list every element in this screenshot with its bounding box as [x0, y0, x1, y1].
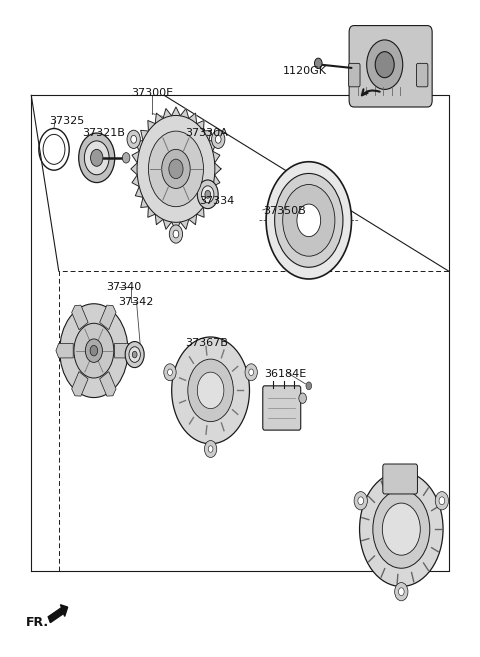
Circle shape — [132, 351, 137, 358]
Circle shape — [204, 441, 217, 457]
Circle shape — [354, 491, 367, 510]
Circle shape — [127, 130, 140, 148]
Circle shape — [60, 304, 128, 397]
Text: 37342: 37342 — [118, 298, 154, 307]
Polygon shape — [115, 344, 132, 358]
Text: 37340: 37340 — [106, 283, 142, 292]
Circle shape — [168, 369, 172, 376]
Polygon shape — [72, 372, 88, 396]
Circle shape — [197, 372, 224, 409]
Circle shape — [131, 135, 136, 143]
Circle shape — [91, 149, 103, 166]
Circle shape — [306, 382, 312, 390]
Text: 37325: 37325 — [49, 116, 84, 126]
Circle shape — [202, 186, 214, 203]
Text: 1120GK: 1120GK — [283, 66, 327, 76]
Circle shape — [299, 393, 306, 403]
Circle shape — [275, 173, 343, 267]
Text: 37334: 37334 — [200, 196, 235, 206]
Text: FR.: FR. — [25, 616, 48, 629]
FancyArrow shape — [48, 604, 68, 623]
Polygon shape — [100, 305, 116, 330]
Circle shape — [360, 472, 443, 587]
Circle shape — [283, 185, 335, 256]
Circle shape — [122, 152, 130, 163]
FancyBboxPatch shape — [417, 63, 428, 87]
FancyBboxPatch shape — [263, 386, 301, 430]
Polygon shape — [56, 344, 73, 358]
Circle shape — [375, 52, 394, 78]
Circle shape — [358, 497, 363, 505]
FancyBboxPatch shape — [349, 26, 432, 107]
FancyBboxPatch shape — [383, 464, 418, 494]
Polygon shape — [72, 305, 88, 330]
FancyBboxPatch shape — [348, 63, 360, 87]
Text: 37367B: 37367B — [185, 338, 228, 348]
Circle shape — [314, 58, 322, 68]
Polygon shape — [131, 107, 221, 231]
Circle shape — [188, 359, 233, 422]
Circle shape — [435, 491, 448, 510]
Circle shape — [216, 135, 221, 143]
Circle shape — [367, 40, 403, 89]
Circle shape — [439, 497, 445, 505]
Circle shape — [74, 323, 114, 378]
Circle shape — [395, 583, 408, 600]
Circle shape — [383, 503, 420, 555]
Circle shape — [212, 130, 225, 148]
Circle shape — [197, 180, 218, 209]
Circle shape — [205, 191, 211, 198]
Circle shape — [169, 159, 183, 179]
Text: 37321B: 37321B — [83, 128, 125, 138]
Circle shape — [129, 347, 140, 363]
Polygon shape — [100, 372, 116, 396]
Text: 37330A: 37330A — [185, 128, 228, 138]
Circle shape — [137, 116, 215, 222]
Circle shape — [125, 342, 144, 367]
Circle shape — [245, 364, 257, 381]
Circle shape — [148, 131, 204, 207]
Circle shape — [173, 230, 179, 238]
Circle shape — [249, 369, 253, 376]
Text: 37350B: 37350B — [263, 206, 306, 216]
Circle shape — [79, 133, 115, 183]
Circle shape — [164, 364, 176, 381]
Circle shape — [297, 204, 321, 237]
Text: 37300E: 37300E — [131, 87, 173, 98]
Circle shape — [266, 162, 351, 279]
Circle shape — [84, 141, 109, 175]
Circle shape — [172, 337, 250, 444]
Circle shape — [398, 588, 404, 596]
Circle shape — [85, 339, 102, 363]
Circle shape — [162, 149, 190, 189]
Circle shape — [90, 346, 97, 356]
Circle shape — [208, 445, 213, 452]
Text: 36184E: 36184E — [264, 369, 307, 379]
Circle shape — [373, 490, 430, 568]
Circle shape — [169, 225, 182, 243]
